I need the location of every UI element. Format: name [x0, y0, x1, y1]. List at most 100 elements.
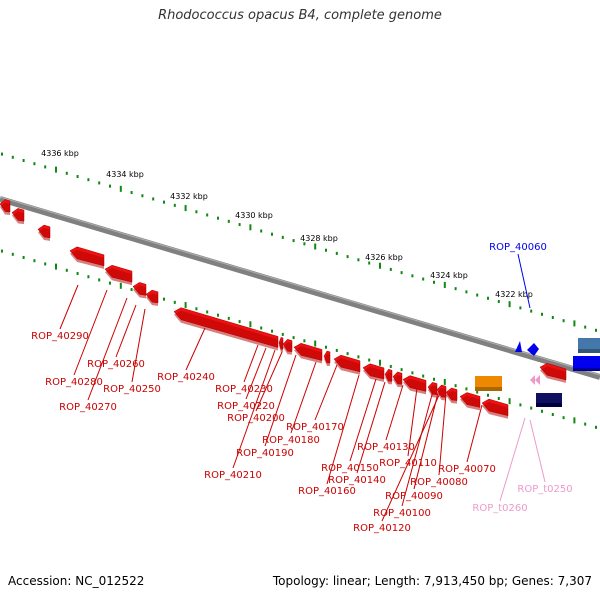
leader-ROP_40160	[326, 374, 360, 485]
tick-minor-lower	[476, 390, 479, 394]
gene-arrow-shadow	[482, 402, 508, 419]
tick-minor-lower	[281, 332, 284, 336]
gene-label-ROP_40060[interactable]: ROP_40060	[489, 242, 547, 253]
tick-minor-upper	[163, 200, 165, 204]
tick-minor-upper	[87, 178, 90, 182]
tick-minor-lower	[411, 371, 414, 375]
tick-major-lower	[184, 302, 187, 309]
tick-minor-lower	[109, 281, 111, 285]
tick-minor-upper	[400, 271, 403, 275]
gene-label-ROP_t0250[interactable]: ROP_t0250	[517, 484, 572, 495]
gene-label-ROP_40070[interactable]: ROP_40070	[438, 464, 496, 475]
tick-minor-upper	[335, 251, 338, 255]
gene-blue-glyph[interactable]	[527, 343, 539, 356]
gene-arrow-shadow	[324, 354, 330, 367]
gene-ROP_40060-glyph[interactable]	[515, 341, 522, 352]
gene-arrow-shadow	[363, 366, 384, 382]
gene-label-ROP_40150[interactable]: ROP_40150	[321, 463, 379, 474]
tick-major-lower	[508, 398, 511, 405]
gene-arrow-shadow	[393, 374, 402, 388]
scale-label: 4334 kbp	[106, 170, 144, 179]
leader-ROP_40100	[401, 390, 434, 507]
leader-ROP_40280	[73, 289, 108, 376]
tick-minor-lower	[368, 358, 371, 362]
tick-major-upper	[314, 243, 317, 250]
gene-arrow-shadow	[403, 378, 426, 395]
tick-minor-lower	[584, 422, 587, 426]
tick-minor-lower	[87, 275, 90, 279]
gene-label-ROP_40180[interactable]: ROP_40180	[262, 435, 320, 446]
tick-minor-upper	[260, 229, 263, 233]
tick-minor-lower	[260, 326, 263, 330]
scale-label: 4324 kbp	[430, 271, 468, 280]
orange-feature[interactable]	[475, 376, 502, 387]
scale-labels: 4336 kbp 4334 kbp 4332 kbp 4330 kbp 4328 kbp…	[41, 149, 533, 299]
tick-major-lower	[249, 321, 252, 328]
leader-ROP_40270	[87, 297, 128, 401]
gene-label-ROP_40270[interactable]: ROP_40270	[59, 402, 117, 413]
trna-glyph[interactable]	[530, 375, 535, 385]
leader-ROP_40150	[349, 378, 377, 462]
tick-minor-lower	[11, 252, 14, 256]
gene-label-ROP_40170[interactable]: ROP_40170	[286, 422, 344, 433]
gene-label-ROP_40090[interactable]: ROP_40090	[385, 491, 443, 502]
tick-minor-lower	[465, 387, 468, 391]
tick-minor-upper	[98, 181, 101, 185]
gene-features[interactable]	[0, 199, 600, 419]
leader-ROP_40120	[381, 392, 441, 522]
tick-minor-lower	[44, 262, 47, 266]
scale-ticks-lower	[1, 249, 597, 429]
blue-feature[interactable]	[573, 356, 600, 368]
gene-label-ROP_40210[interactable]: ROP_40210	[204, 470, 262, 481]
gene-label-ROP_40080[interactable]: ROP_40080	[410, 477, 468, 488]
orange-feature-shadow	[475, 387, 502, 391]
gene-label-ROP_40280[interactable]: ROP_40280	[45, 377, 103, 388]
gene-arrow-shadow	[446, 390, 457, 404]
tick-major-upper	[184, 205, 187, 212]
tick-minor-lower	[22, 256, 25, 260]
tick-minor-upper	[152, 197, 155, 201]
tick-minor-upper	[465, 290, 468, 294]
leader-ROP_40230	[243, 344, 259, 383]
tick-major-upper	[379, 262, 381, 269]
tick-minor-lower	[1, 249, 3, 253]
trna-glyph[interactable]	[535, 375, 540, 385]
tick-major-upper	[249, 224, 252, 231]
tick-minor-upper	[44, 165, 47, 169]
gene-label-ROP_40120[interactable]: ROP_40120	[353, 523, 411, 534]
tick-minor-lower	[497, 396, 500, 400]
gene-label-ROP_40200[interactable]: ROP_40200	[227, 413, 285, 424]
gene-label-ROP_40240[interactable]: ROP_40240	[157, 372, 215, 383]
tick-minor-lower	[433, 377, 435, 381]
gene-label-ROP_40260[interactable]: ROP_40260	[87, 359, 145, 370]
gene-label-ROP_40250[interactable]: ROP_40250	[103, 384, 161, 395]
tick-minor-upper	[109, 184, 111, 188]
leader-ROP_40080	[438, 393, 447, 476]
tick-minor-lower	[195, 307, 198, 311]
tick-minor-upper	[422, 277, 425, 281]
tick-minor-lower	[519, 403, 522, 407]
gene-labels[interactable]: ROP_40060 ROP_40290 ROP_40280 ROP_40270 ROP_…	[31, 242, 572, 534]
tick-minor-upper	[292, 239, 295, 243]
gene-label-ROP_40110[interactable]: ROP_40110	[379, 458, 437, 469]
genome-backbone	[0, 196, 600, 380]
steel-feature[interactable]	[578, 338, 600, 349]
tick-minor-lower	[303, 339, 306, 343]
gene-label-ROP_40230[interactable]: ROP_40230	[215, 384, 273, 395]
gene-label-ROP_40100[interactable]: ROP_40100	[373, 508, 431, 519]
gene-label-ROP_40290[interactable]: ROP_40290	[31, 331, 89, 342]
tick-major-upper	[508, 301, 511, 308]
gene-label-ROP_40190[interactable]: ROP_40190	[236, 448, 294, 459]
gene-label-ROP_40220[interactable]: ROP_40220	[217, 401, 275, 412]
gene-label-ROP_t0260[interactable]: ROP_t0260	[472, 503, 527, 514]
tick-minor-upper	[584, 325, 587, 329]
gene-label-ROP_40140[interactable]: ROP_40140	[328, 475, 386, 486]
tick-minor-lower	[595, 425, 597, 429]
gene-label-ROP_40160[interactable]: ROP_40160	[298, 486, 356, 497]
tick-minor-lower	[292, 336, 295, 340]
gene-label-ROP_40130[interactable]: ROP_40130	[357, 442, 415, 453]
navy-feature[interactable]	[536, 393, 562, 403]
tick-minor-lower	[389, 364, 392, 368]
tick-major-upper	[55, 166, 57, 173]
